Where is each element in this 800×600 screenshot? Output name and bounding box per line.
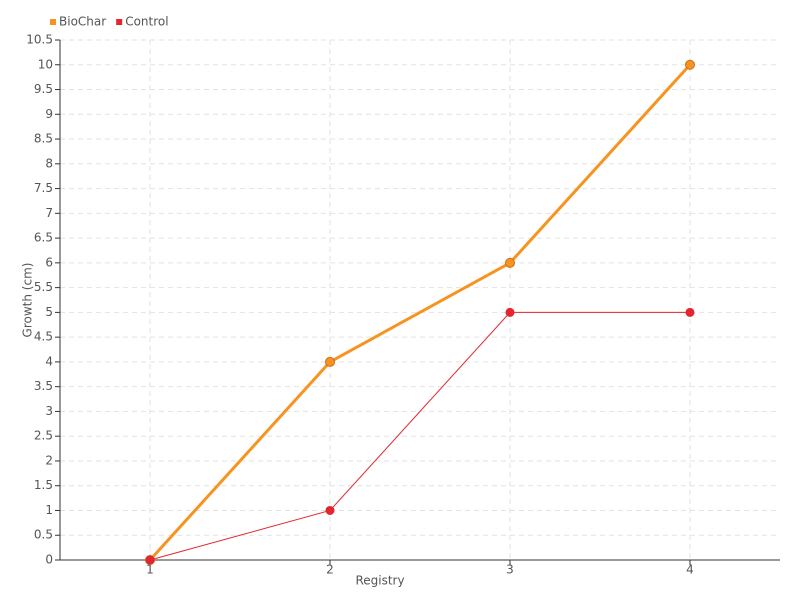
x-tick-label: 1 <box>146 563 154 577</box>
data-point <box>325 356 335 367</box>
legend-swatch <box>116 19 123 25</box>
data-point <box>325 505 335 515</box>
y-tick-label: 9.5 <box>34 82 53 96</box>
x-tick-label: 4 <box>686 563 694 577</box>
y-tick-label: 5 <box>45 305 53 319</box>
y-tick-label: 7 <box>45 206 53 220</box>
y-tick-label: 10.5 <box>26 33 53 47</box>
y-tick-label: 3.5 <box>34 379 53 393</box>
series-line <box>149 311 690 561</box>
data-point <box>505 257 515 268</box>
data-point <box>685 59 695 70</box>
y-tick-label: 4 <box>45 354 53 368</box>
y-tick-label: 6 <box>45 255 53 269</box>
data-point <box>145 555 155 565</box>
y-tick-label: 8.5 <box>34 132 53 146</box>
x-tick-label: 2 <box>326 563 334 577</box>
data-point <box>685 307 695 317</box>
y-tick-label: 4.5 <box>34 330 53 344</box>
y-tick-label: 0 <box>45 553 53 567</box>
x-axis-title: Registry <box>355 574 404 588</box>
y-tick-label: 5.5 <box>34 280 53 294</box>
y-tick-label: 1 <box>45 503 53 517</box>
y-tick-label: 9 <box>45 107 53 121</box>
legend-label: BioChar <box>59 15 106 29</box>
y-tick-label: 2 <box>45 453 53 467</box>
y-tick-label: 2.5 <box>34 429 53 443</box>
series-line <box>148 63 692 562</box>
data-point <box>505 307 515 317</box>
y-tick-label: 1.5 <box>34 478 53 492</box>
x-tick-label: 3 <box>506 563 514 577</box>
y-tick-label: 10 <box>38 57 53 71</box>
y-tick-label: 7.5 <box>34 181 53 195</box>
legend-label: Control <box>125 15 168 29</box>
y-tick-label: 8 <box>45 156 53 170</box>
legend-swatch <box>50 19 56 25</box>
y-axis-title: Growth (cm) <box>21 263 35 338</box>
y-tick-label: 0.5 <box>34 528 53 542</box>
y-tick-label: 6.5 <box>34 231 53 245</box>
y-tick-label: 3 <box>45 404 53 418</box>
